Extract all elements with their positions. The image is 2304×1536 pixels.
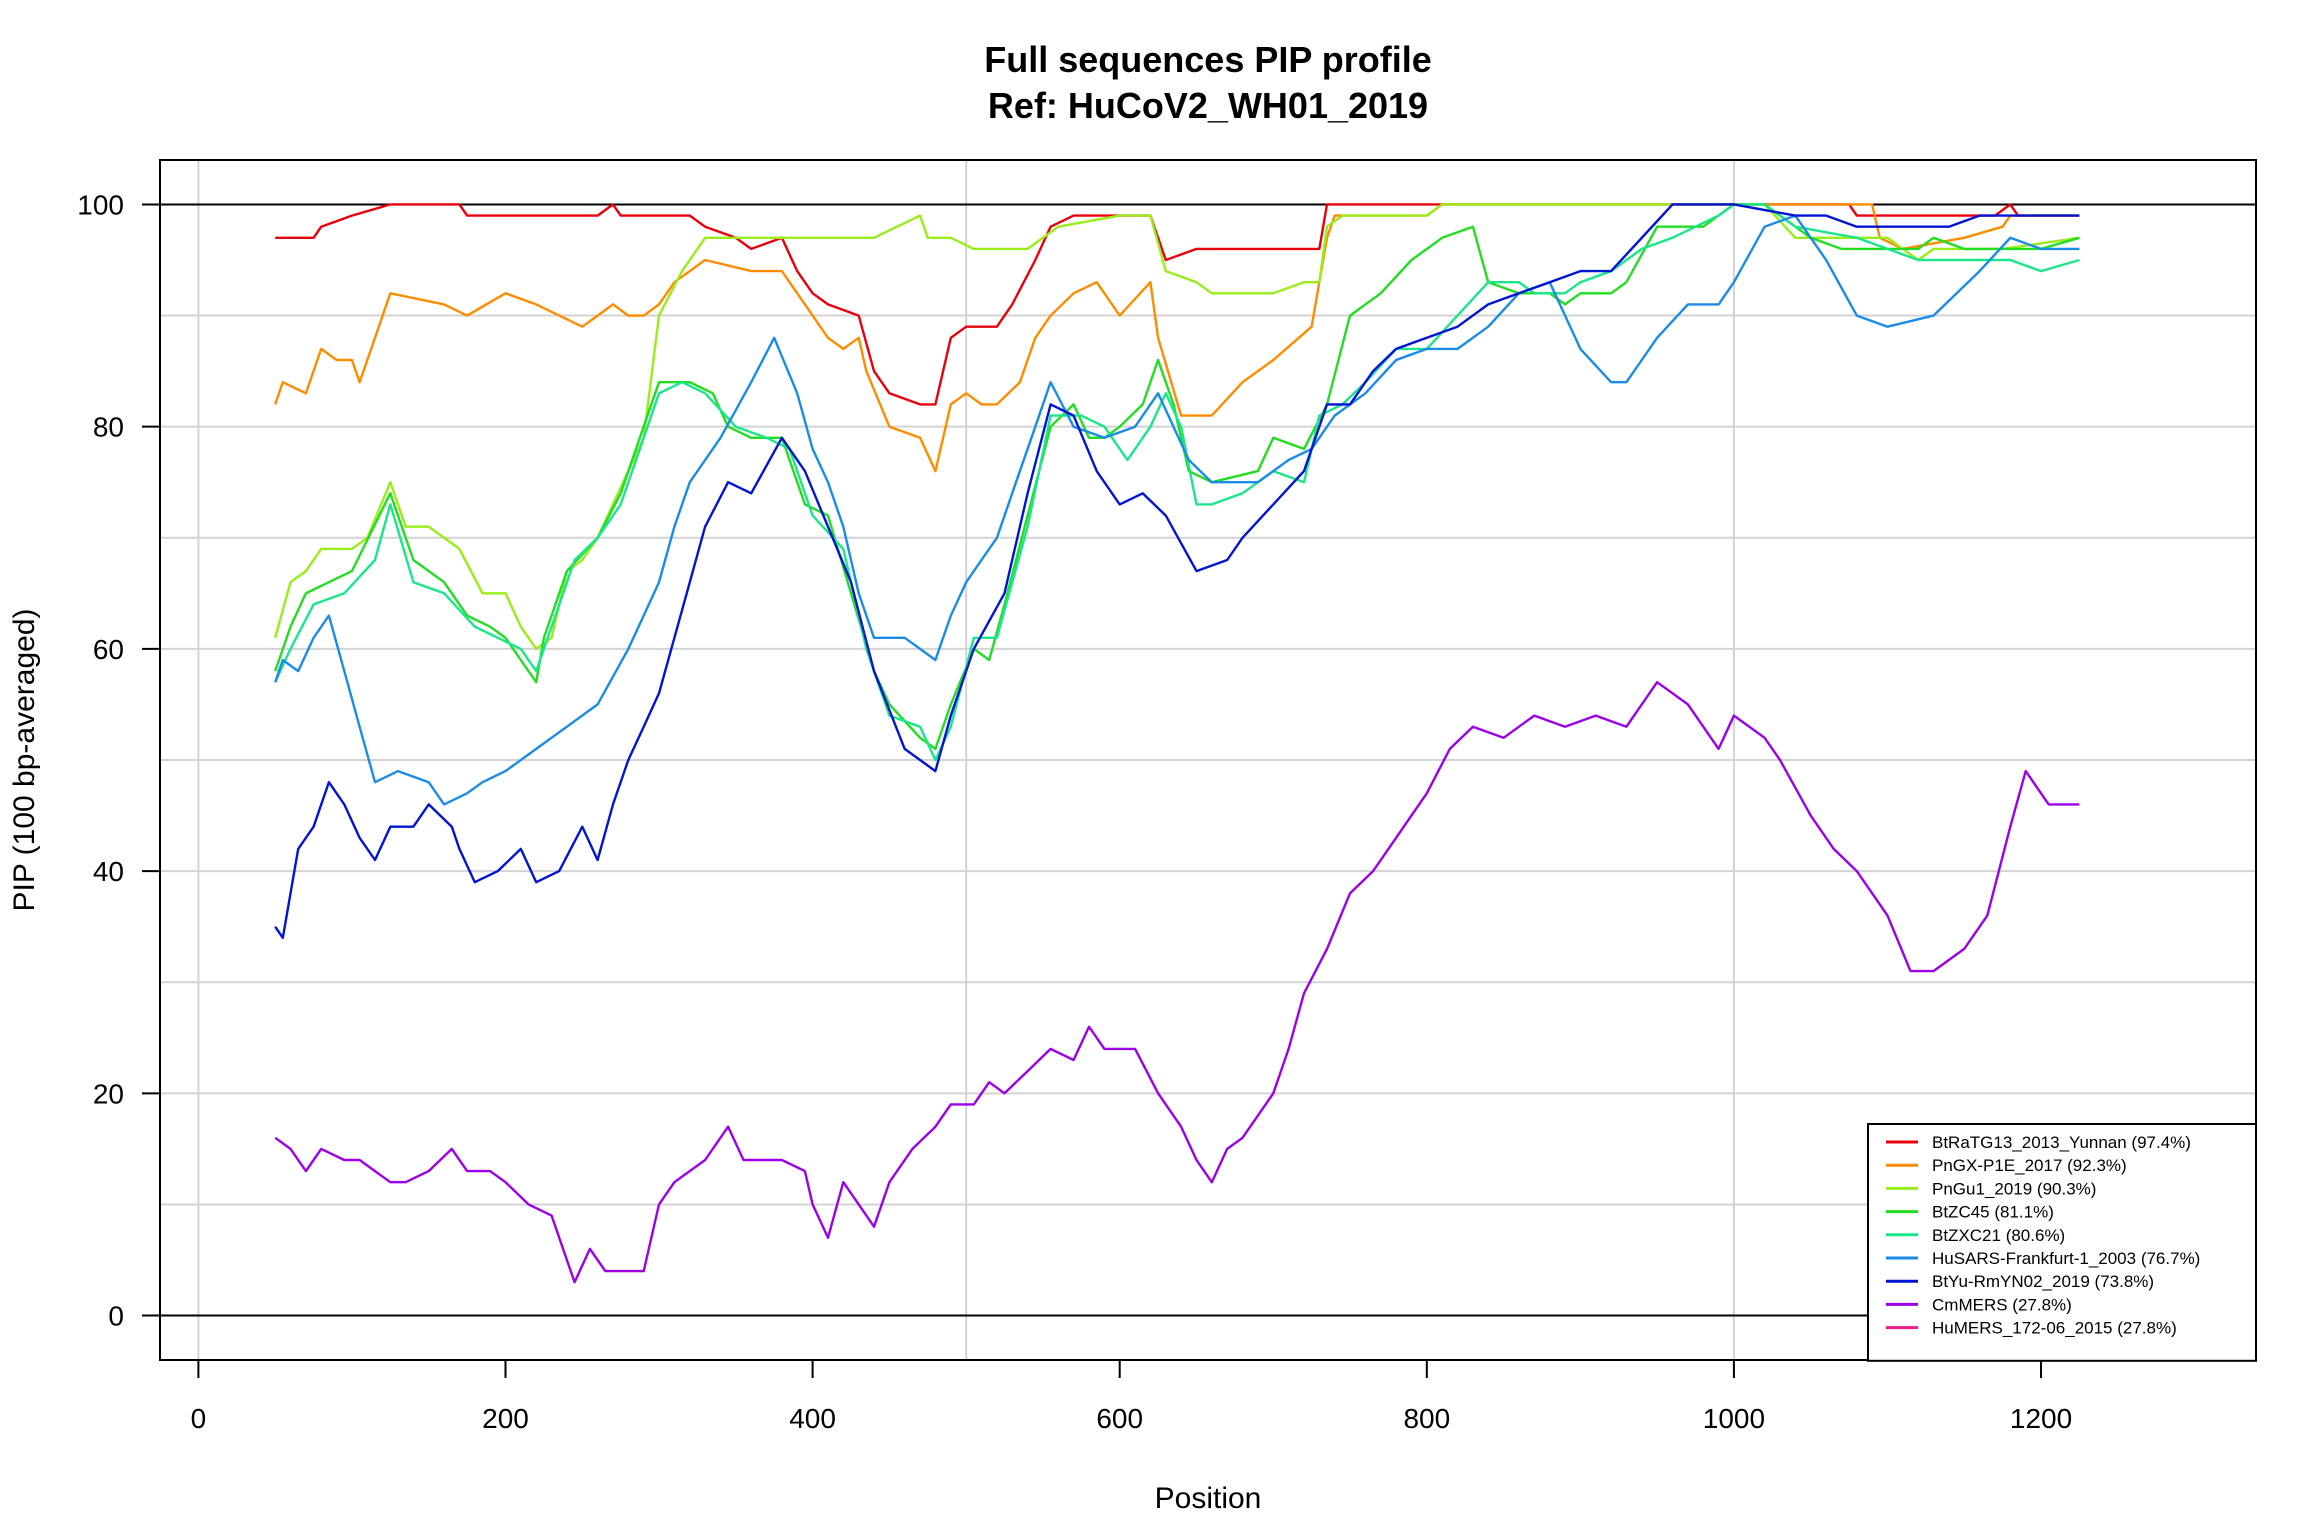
series-line-0 — [275, 203, 2080, 406]
x-tick-label: 0 — [191, 1403, 207, 1434]
y-tick-label: 80 — [93, 412, 124, 443]
x-tick-label: 1000 — [1703, 1403, 1765, 1434]
series-line-6 — [274, 203, 2080, 939]
series-line-4 — [274, 203, 2080, 762]
y-tick-label: 60 — [93, 634, 124, 665]
y-tick-label: 40 — [93, 856, 124, 887]
legend-item: HuMERS_172-06_2015 (27.8%) — [1932, 1319, 2177, 1338]
chart-title: Full sequences PIP profile — [984, 39, 1431, 80]
legend-item: HuSARS-Frankfurt-1_2003 (76.7%) — [1932, 1249, 2200, 1268]
x-tick-label: 200 — [482, 1403, 529, 1434]
y-tick-label: 20 — [93, 1078, 124, 1109]
x-tick-label: 800 — [1403, 1403, 1450, 1434]
y-axis-title: PIP (100 bp-averaged) — [8, 609, 41, 912]
legend: BtRaTG13_2013_Yunnan (97.4%) PnGX-P1E_201… — [1867, 1123, 2257, 1362]
series-line-2 — [274, 203, 2080, 651]
series-line-5 — [274, 214, 2080, 806]
series-line-1 — [274, 203, 2080, 473]
legend-item: PnGu1_2019 (90.3%) — [1932, 1179, 2096, 1198]
x-tick-label: 600 — [1096, 1403, 1143, 1434]
legend-item: BtZC45 (81.1%) — [1932, 1203, 2054, 1222]
legend-item: BtYu-RmYN02_2019 (73.8%) — [1932, 1272, 2154, 1291]
x-axis-title: Position — [1155, 1482, 1262, 1515]
series-line-7 — [274, 681, 2080, 1284]
y-axis: 0 20 40 60 80 100 — [77, 189, 161, 1332]
legend-box — [1867, 1123, 2257, 1362]
legend-item: PnGX-P1E_2017 (92.3%) — [1932, 1156, 2127, 1175]
x-axis: 0 200 400 600 800 1000 1200 — [191, 1359, 2072, 1434]
series-lines — [274, 203, 2080, 1284]
legend-item: CmMERS (27.8%) — [1932, 1295, 2072, 1314]
y-tick-label: 100 — [77, 189, 124, 220]
series-line-3 — [274, 203, 2080, 751]
y-tick-label: 0 — [108, 1301, 124, 1332]
legend-item: BtRaTG13_2013_Yunnan (97.4%) — [1932, 1133, 2191, 1152]
legend-item: BtZXC21 (80.6%) — [1932, 1226, 2065, 1245]
x-tick-label: 1200 — [2010, 1403, 2072, 1434]
grid-lines — [160, 160, 2256, 1360]
x-tick-label: 400 — [789, 1403, 836, 1434]
chart-subtitle: Ref: HuCoV2_WH01_2019 — [988, 85, 1428, 126]
